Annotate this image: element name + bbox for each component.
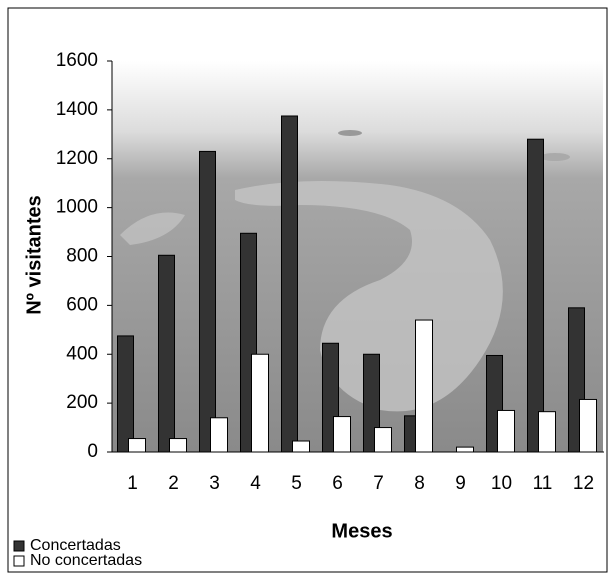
x-tick-label: 3: [209, 473, 220, 494]
legend-swatch: [13, 555, 25, 567]
y-tick-label: 1200: [56, 148, 98, 169]
bar: [497, 409, 515, 453]
bar: [128, 438, 146, 453]
x-tick-label: 6: [332, 473, 343, 494]
x-axis-title: Meses: [331, 520, 392, 542]
bar: [281, 115, 298, 453]
legend-swatch: [13, 540, 25, 552]
x-tick-label: 4: [250, 473, 261, 494]
bar: [210, 417, 228, 453]
bar: [538, 411, 556, 453]
bar: [199, 150, 216, 453]
x-tick-label: 11: [533, 473, 553, 494]
bar: [527, 138, 544, 453]
x-tick-label: 9: [455, 473, 466, 494]
x-tick-label: 7: [373, 473, 384, 494]
x-tick-label: 2: [168, 473, 179, 494]
bar: [579, 398, 597, 453]
bar: [169, 438, 187, 453]
y-tick-label: 200: [66, 392, 98, 413]
legend-label: No concertadas: [30, 552, 142, 569]
x-tick-label: 8: [414, 473, 425, 494]
x-tick-label: 1: [127, 473, 138, 494]
bar: [333, 416, 351, 453]
bar: [456, 446, 474, 453]
x-tick-label: 10: [491, 473, 512, 494]
y-tick-label: 600: [66, 294, 98, 315]
legend-label: Concertadas: [30, 537, 121, 554]
bar: [292, 440, 310, 453]
bar: [158, 254, 175, 453]
bar: [415, 319, 433, 453]
y-axis-title: Nº visitantes: [23, 195, 45, 315]
y-tick-label: 1000: [56, 197, 98, 218]
y-tick-label: 1400: [56, 99, 98, 120]
y-tick-label: 400: [66, 343, 98, 364]
bar: [374, 427, 392, 453]
y-tick-label: 1600: [56, 50, 98, 71]
x-tick-label: 5: [291, 473, 302, 494]
y-tick-label: 800: [66, 246, 98, 267]
y-tick-label: 0: [87, 441, 98, 462]
x-tick-label: 12: [573, 473, 594, 494]
bar: [117, 335, 134, 453]
bar: [251, 353, 269, 453]
background-photo: [112, 61, 603, 452]
